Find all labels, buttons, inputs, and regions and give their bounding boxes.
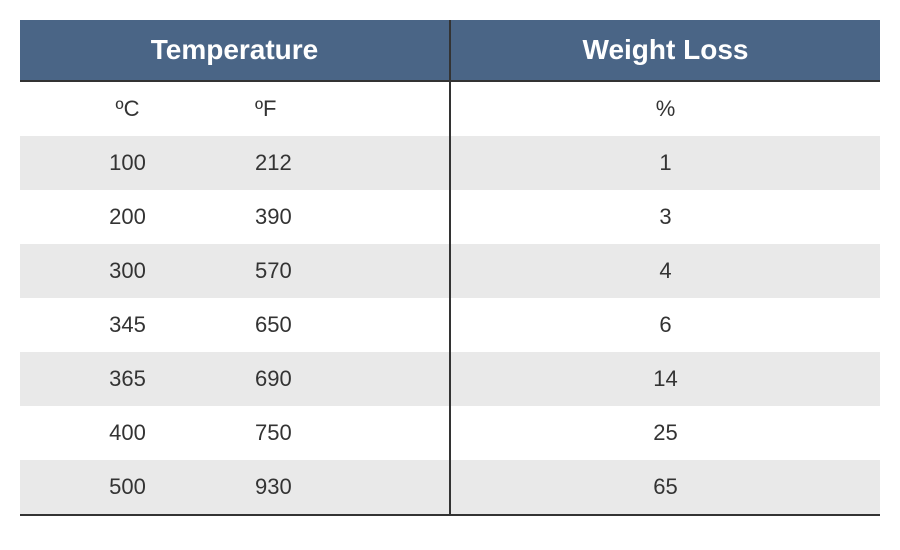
weight-value: 1 [450, 136, 880, 190]
fahrenheit-value: 930 [235, 460, 450, 515]
weight-value: 3 [450, 190, 880, 244]
celsius-value: 300 [20, 244, 235, 298]
fahrenheit-value: 650 [235, 298, 450, 352]
temperature-header: Temperature [20, 20, 450, 81]
data-table: Temperature Weight Loss ºC ºF % 100 212 … [20, 20, 880, 516]
subheader-row: ºC ºF % [20, 81, 880, 136]
header-row: Temperature Weight Loss [20, 20, 880, 81]
table-row: 500 930 65 [20, 460, 880, 515]
percent-label: % [450, 81, 880, 136]
weight-value: 6 [450, 298, 880, 352]
fahrenheit-value: 750 [235, 406, 450, 460]
table-row: 345 650 6 [20, 298, 880, 352]
fahrenheit-value: 390 [235, 190, 450, 244]
table-row: 300 570 4 [20, 244, 880, 298]
fahrenheit-value: 690 [235, 352, 450, 406]
temperature-weight-table: Temperature Weight Loss ºC ºF % 100 212 … [20, 20, 880, 516]
fahrenheit-value: 212 [235, 136, 450, 190]
weight-value: 65 [450, 460, 880, 515]
celsius-value: 200 [20, 190, 235, 244]
celsius-value: 365 [20, 352, 235, 406]
celsius-value: 100 [20, 136, 235, 190]
table-row: 100 212 1 [20, 136, 880, 190]
weight-value: 4 [450, 244, 880, 298]
celsius-value: 400 [20, 406, 235, 460]
table-row: 200 390 3 [20, 190, 880, 244]
weight-value: 25 [450, 406, 880, 460]
table-row: 365 690 14 [20, 352, 880, 406]
celsius-label: ºC [20, 81, 235, 136]
fahrenheit-label: ºF [235, 81, 450, 136]
celsius-value: 500 [20, 460, 235, 515]
weight-value: 14 [450, 352, 880, 406]
celsius-value: 345 [20, 298, 235, 352]
table-row: 400 750 25 [20, 406, 880, 460]
fahrenheit-value: 570 [235, 244, 450, 298]
weight-loss-header: Weight Loss [450, 20, 880, 81]
